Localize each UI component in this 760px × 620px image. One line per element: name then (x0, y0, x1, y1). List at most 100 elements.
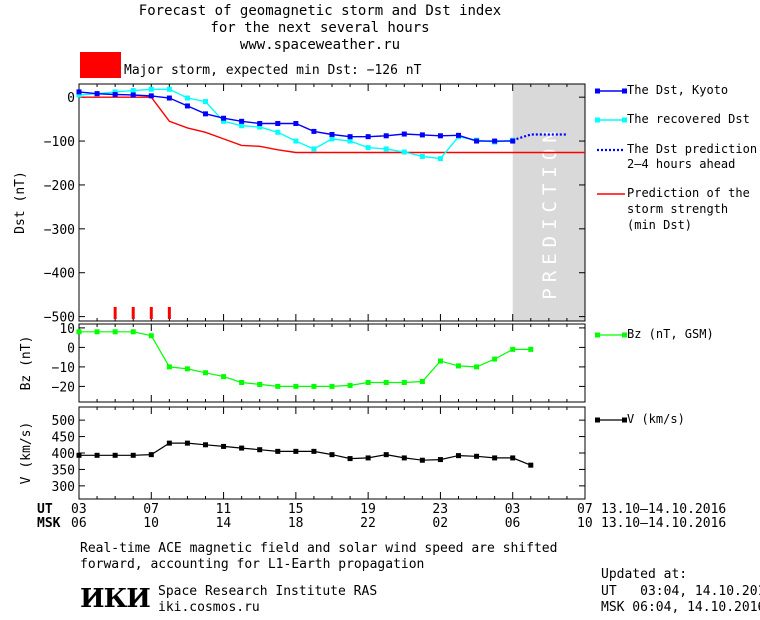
data-point (528, 346, 534, 352)
legend-prediction-line1: The Dst prediction (627, 142, 758, 156)
data-point (76, 89, 82, 95)
series-line (78, 91, 513, 142)
ut-tick-label: 03 (71, 502, 87, 517)
legend-dst-kyoto: The Dst, Kyoto (627, 83, 729, 97)
data-point (130, 92, 136, 98)
data-point (275, 121, 281, 126)
legend-strength-line1: Prediction of the (627, 186, 750, 200)
data-point (203, 111, 208, 117)
data-point (293, 448, 299, 454)
storm-onset-marker (167, 307, 171, 319)
legend-strength-line2: storm strength (627, 202, 729, 216)
data-point (112, 89, 118, 95)
data-point (510, 455, 516, 461)
data-point (437, 358, 443, 364)
y-tick-label: −500 (44, 311, 75, 326)
y-tick-label: 450 (52, 431, 75, 446)
institute-site[interactable]: iki.cosmos.ru (158, 600, 260, 615)
data-point (383, 452, 389, 458)
data-point (221, 374, 227, 380)
legend-recovered-swatch-marker (595, 117, 600, 123)
updated-msk: MSK 06:04, 14.10.2016 (601, 600, 760, 615)
data-point (221, 118, 227, 124)
msk-tick-label: 14 (215, 516, 232, 531)
data-point (148, 333, 154, 339)
data-point (383, 133, 389, 139)
data-point (293, 121, 299, 126)
y-tick-label: 300 (52, 480, 75, 495)
footnote-line1: Real-time ACE magnetic field and solar w… (80, 541, 558, 556)
date-range-ut: 13.10–14.10.2016 (601, 502, 727, 517)
storm-onset-marker (149, 307, 153, 319)
y-tick-label: −100 (44, 135, 75, 150)
data-point (456, 132, 461, 138)
ut-tick-label: 07 (143, 502, 159, 517)
msk-tick-label: 10 (577, 516, 593, 531)
data-point (510, 346, 516, 352)
data-point (401, 149, 407, 155)
updated-ut: UT 03:04, 14.10.2016 (601, 584, 760, 599)
data-point (329, 452, 335, 458)
updated-label: Updated at: (601, 567, 688, 582)
data-point (419, 379, 425, 385)
data-point (112, 92, 118, 98)
series-line (512, 133, 567, 142)
data-point (239, 123, 245, 129)
data-point (401, 131, 407, 137)
data-point (365, 380, 371, 385)
data-point (166, 86, 172, 92)
data-point (257, 381, 263, 387)
y-tick-label: 0 (67, 91, 75, 106)
data-point (221, 443, 227, 449)
data-point (275, 383, 281, 389)
data-point (329, 383, 335, 389)
y-axis-label: Dst (nT) (13, 171, 28, 234)
ut-tick-label: 15 (287, 502, 304, 517)
data-point (166, 95, 172, 101)
data-point (94, 91, 100, 97)
data-point (112, 329, 118, 335)
data-point (401, 455, 407, 461)
y-tick-label: −20 (52, 380, 75, 395)
data-point (311, 128, 317, 134)
y-tick-label: −400 (44, 267, 75, 282)
legend-strength-line3: (min Dst) (627, 218, 693, 232)
data-point (130, 329, 136, 335)
msk-tick-label: 06 (71, 516, 87, 531)
data-point (166, 364, 172, 370)
y-tick-label: −300 (44, 223, 75, 238)
y-tick-label: −200 (44, 179, 75, 194)
data-point (275, 448, 281, 454)
data-point (148, 86, 154, 92)
data-point (383, 380, 389, 385)
data-point (239, 118, 245, 124)
data-point (437, 457, 443, 463)
y-tick-label: 350 (52, 463, 75, 478)
data-point (419, 132, 425, 138)
data-point (257, 447, 263, 453)
data-point (365, 145, 371, 151)
data-point (203, 370, 208, 376)
data-point (437, 156, 443, 162)
msk-axis-label: MSK (37, 516, 61, 531)
data-point (311, 383, 317, 389)
data-point (528, 462, 534, 468)
footnote-line2: forward, accounting for L1-Earth propaga… (80, 557, 425, 572)
legend-recovered-dst: The recovered Dst (627, 112, 750, 126)
legend-v-swatch-marker (622, 417, 627, 423)
data-point (437, 133, 443, 139)
legend-dst-swatch-marker (595, 88, 600, 94)
prediction-shade (512, 84, 585, 321)
ut-axis-label: UT (37, 502, 53, 517)
data-point (275, 129, 281, 135)
data-point (347, 138, 353, 144)
msk-tick-label: 22 (360, 516, 376, 531)
legend-bz: Bz (nT, GSM) (627, 327, 714, 341)
data-point (148, 93, 154, 99)
data-point (329, 131, 335, 137)
y-tick-label: 0 (67, 341, 75, 356)
data-point (474, 453, 480, 459)
chart-title-line2: for the next several hours (210, 20, 430, 36)
source-url[interactable]: www.spaceweather.ru (239, 37, 401, 53)
